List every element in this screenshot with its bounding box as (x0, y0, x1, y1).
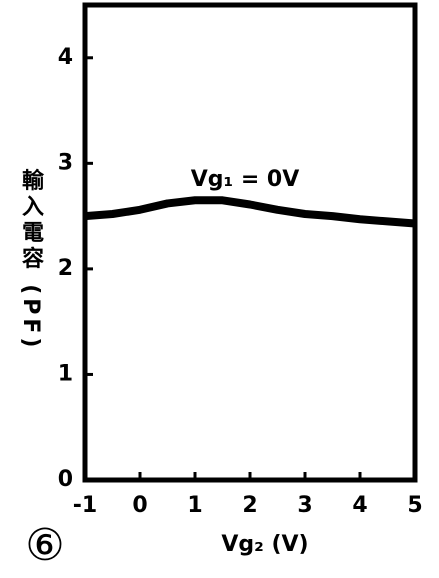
x-tick-label: 5 (407, 493, 422, 518)
y-tick-label: 3 (58, 150, 73, 175)
x-tick-label: 4 (352, 493, 367, 518)
x-axis-label: Vg₂ (V) (221, 532, 308, 557)
x-tick-label: 3 (297, 493, 312, 518)
y-tick-label: 2 (58, 256, 73, 281)
x-tick-label: 0 (132, 493, 147, 518)
y-axis-label: 輸入電容 (PF) (18, 168, 44, 352)
x-tick-label: 2 (242, 493, 257, 518)
data-line (84, 196, 416, 228)
y-tick-label: 0 (58, 467, 73, 492)
annotation: Vg₁ = 0V (191, 167, 300, 192)
y-tick-label: 1 (58, 361, 73, 386)
x-tick-label: 1 (187, 493, 202, 518)
plot-frame (82, 2, 418, 483)
x-tick-label: -1 (73, 493, 97, 518)
figure-label: ⑥ (25, 520, 64, 571)
y-tick-label: 4 (58, 45, 73, 70)
